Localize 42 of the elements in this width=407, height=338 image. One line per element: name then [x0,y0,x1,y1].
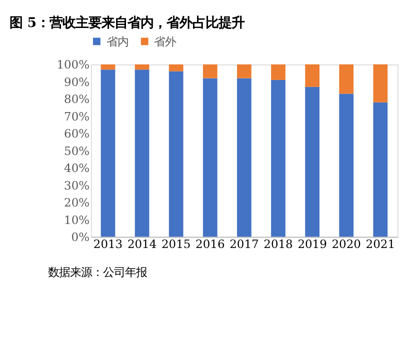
x-tick-label: 2013 [93,236,123,251]
y-tick-label: 90% [64,74,90,89]
bar [339,64,354,94]
bar [202,78,218,237]
bar [339,94,354,237]
bar [237,64,252,78]
bar [100,64,116,70]
y-tick-label: 60% [64,126,90,141]
bar [134,70,150,237]
x-tick-label: 2015 [161,236,191,251]
legend-label: 省外 [154,34,176,48]
bar [100,70,116,237]
y-tick-label: 30% [64,178,90,192]
y-tick-label: 50% [64,144,90,158]
chart-title: 图 5：营收主要来自省内，省外占比提升 [10,15,245,32]
x-tick-label: 2016 [196,236,225,251]
bar [134,64,150,70]
y-tick-label: 0% [71,230,90,244]
y-tick-label: 20% [64,196,90,210]
x-tick-label: 2014 [127,236,157,251]
bar [202,64,218,78]
y-tick-label: 70% [64,109,90,124]
x-tick-label: 2019 [298,236,327,251]
bar [271,80,286,237]
bar [168,71,184,237]
y-tick-label: 100% [56,58,90,72]
bar [237,78,252,237]
bar [305,64,320,87]
x-tick-label: 2018 [264,236,293,251]
x-tick-label: 2017 [230,236,259,251]
bar [271,64,286,80]
bar [168,64,184,72]
y-tick-label: 10% [64,212,90,227]
x-tick-label: 2020 [332,236,361,251]
legend-label: 省内 [106,34,128,48]
source-note: 数据来源：公司年报 [48,265,147,280]
x-tick-label: 2021 [366,236,396,251]
bar [373,64,388,102]
bar [373,102,388,237]
bar [305,86,320,237]
y-tick-label: 80% [64,92,90,106]
y-tick-label: 40% [64,161,90,176]
